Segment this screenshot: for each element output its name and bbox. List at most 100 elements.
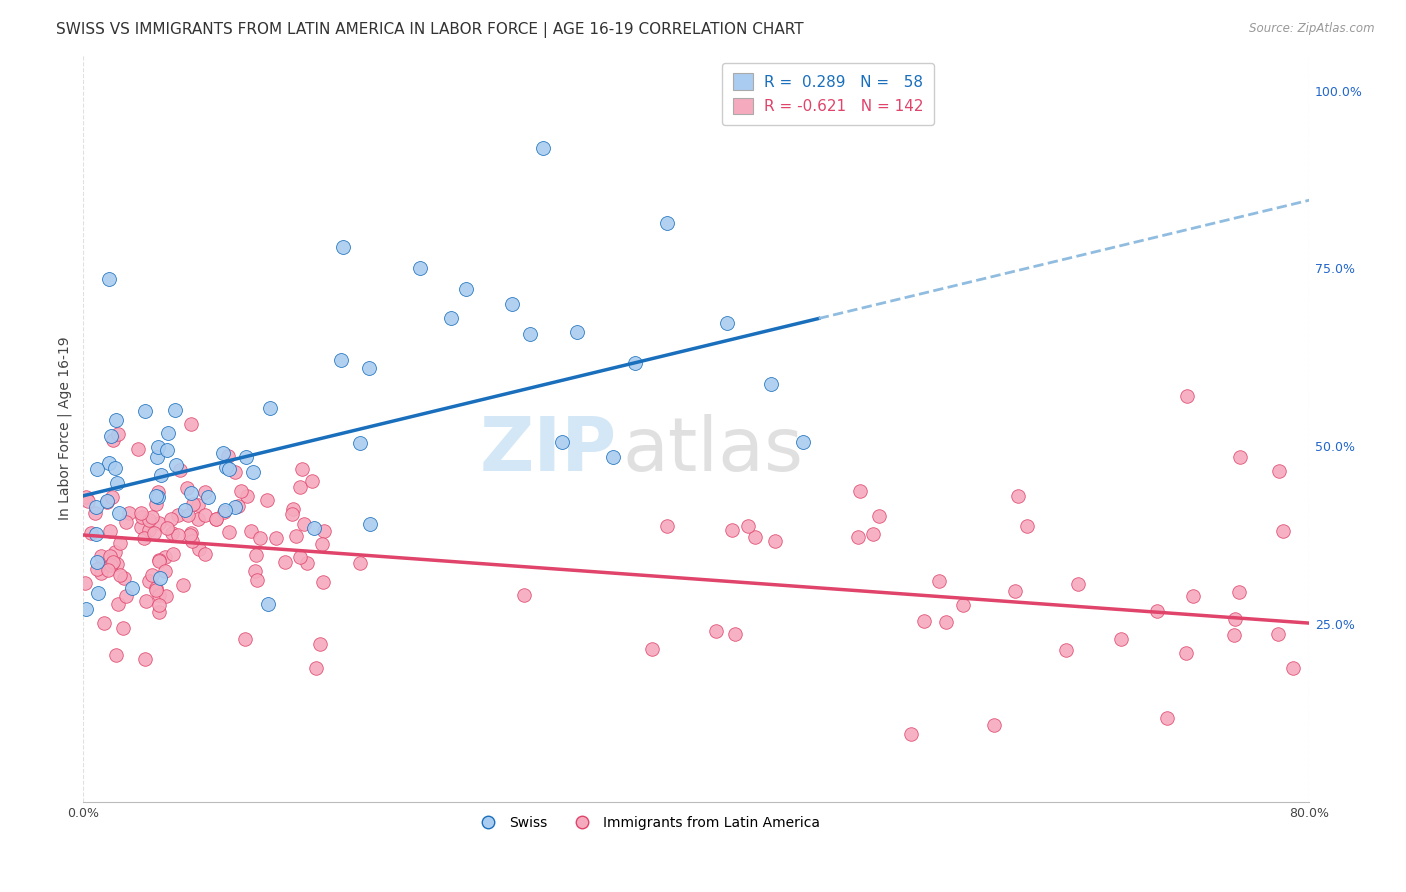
Point	[107, 427, 129, 442]
Point	[983, 718, 1005, 732]
Point	[512, 588, 534, 602]
Point	[226, 499, 249, 513]
Point	[138, 524, 160, 538]
Point	[77, 494, 100, 508]
Point	[153, 564, 176, 578]
Point	[1282, 661, 1305, 675]
Point	[180, 417, 202, 431]
Point	[332, 240, 354, 254]
Point	[101, 433, 124, 447]
Point	[215, 460, 238, 475]
Point	[792, 435, 814, 450]
Point	[246, 573, 269, 587]
Point	[1004, 584, 1026, 599]
Point	[900, 727, 922, 741]
Point	[98, 272, 121, 286]
Point	[285, 529, 308, 543]
Point	[90, 549, 112, 563]
Point	[245, 549, 267, 563]
Point	[145, 581, 167, 595]
Point	[148, 605, 170, 619]
Point	[1181, 589, 1204, 603]
Point	[181, 497, 204, 511]
Point	[409, 261, 432, 276]
Point	[1175, 389, 1198, 403]
Point	[141, 510, 163, 524]
Point	[212, 505, 235, 519]
Point	[235, 632, 257, 646]
Point	[846, 530, 869, 544]
Point	[108, 567, 131, 582]
Point	[1007, 489, 1029, 503]
Point	[145, 582, 167, 597]
Text: Source: ZipAtlas.com: Source: ZipAtlas.com	[1250, 22, 1375, 36]
Point	[305, 661, 328, 675]
Point	[194, 547, 217, 561]
Point	[145, 497, 167, 511]
Point	[229, 483, 252, 498]
Point	[224, 465, 246, 479]
Point	[138, 574, 160, 588]
Point	[134, 531, 156, 545]
Point	[100, 558, 122, 572]
Point	[105, 557, 128, 571]
Point	[146, 450, 169, 465]
Point	[176, 481, 198, 495]
Point	[121, 581, 143, 595]
Point	[311, 537, 333, 551]
Point	[623, 355, 645, 369]
Point	[167, 508, 190, 522]
Point	[1227, 585, 1250, 599]
Point	[290, 550, 312, 565]
Point	[138, 513, 160, 527]
Point	[75, 602, 97, 616]
Point	[239, 524, 262, 538]
Point	[256, 493, 278, 508]
Point	[187, 542, 209, 557]
Point	[101, 491, 124, 505]
Point	[744, 530, 766, 544]
Text: ZIP: ZIP	[479, 414, 616, 487]
Point	[349, 435, 371, 450]
Point	[163, 403, 186, 417]
Point	[531, 140, 554, 154]
Point	[148, 516, 170, 530]
Point	[1017, 519, 1039, 533]
Point	[288, 480, 311, 494]
Point	[274, 555, 297, 569]
Point	[101, 555, 124, 569]
Point	[737, 518, 759, 533]
Point	[86, 562, 108, 576]
Point	[141, 568, 163, 582]
Point	[217, 449, 239, 463]
Point	[83, 506, 105, 520]
Point	[194, 485, 217, 500]
Point	[104, 413, 127, 427]
Point	[655, 216, 678, 230]
Point	[259, 401, 281, 416]
Point	[79, 526, 101, 541]
Point	[97, 456, 120, 470]
Point	[104, 461, 127, 475]
Point	[264, 532, 287, 546]
Point	[84, 500, 107, 514]
Point	[721, 523, 744, 537]
Point	[218, 525, 240, 540]
Point	[1156, 711, 1178, 725]
Point	[235, 450, 257, 464]
Point	[245, 564, 267, 578]
Point	[862, 527, 884, 541]
Point	[96, 495, 118, 509]
Point	[281, 507, 304, 521]
Point	[155, 589, 177, 603]
Point	[205, 512, 228, 526]
Point	[359, 517, 381, 532]
Point	[143, 526, 166, 541]
Point	[214, 503, 236, 517]
Point	[1229, 450, 1251, 464]
Point	[134, 652, 156, 666]
Point	[160, 512, 183, 526]
Point	[98, 524, 121, 538]
Point	[107, 597, 129, 611]
Point	[349, 556, 371, 570]
